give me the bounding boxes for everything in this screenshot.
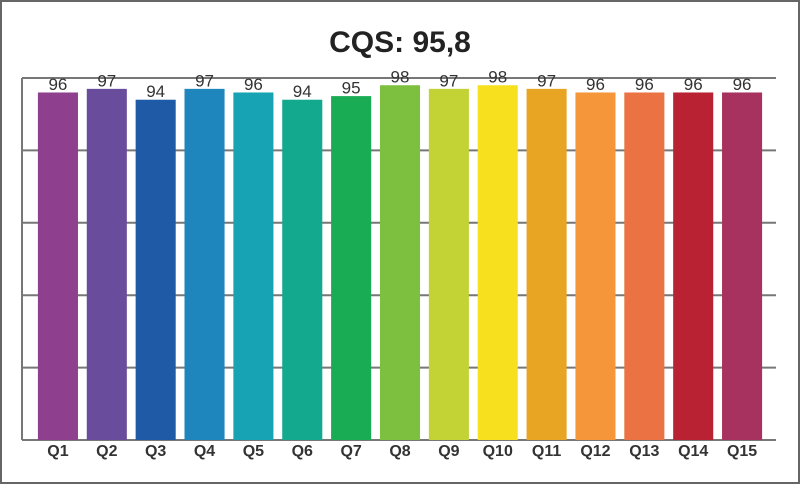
value-label: 97 [195,71,214,90]
chart-title: CQS: 95,8 [329,26,471,59]
bar [575,92,616,440]
bar [673,92,714,440]
x-tick-label: Q7 [340,443,361,460]
x-tick-label: Q3 [145,443,166,460]
bar [282,99,323,440]
value-label: 98 [488,68,507,87]
bar [135,99,176,440]
x-tick-label: Q15 [727,443,757,460]
x-tick-label: Q13 [629,443,659,460]
x-tick-label: Q5 [243,443,264,460]
x-tick-label: Q11 [532,443,561,460]
bar [184,88,225,441]
value-label: 94 [146,82,165,101]
value-label: 96 [684,75,703,94]
x-tick-label: Q1 [47,443,68,460]
x-tick-label: Q10 [483,443,513,460]
bar [722,92,763,440]
bar [624,92,665,440]
value-label: 97 [439,71,458,90]
x-tick-label: Q8 [389,443,410,460]
value-label: 97 [97,71,116,90]
x-tick-label: Q14 [678,443,708,460]
value-label: 95 [342,79,361,98]
x-tick-label: Q12 [580,443,610,460]
value-label: 96 [244,75,263,94]
bar [428,88,469,441]
value-label: 97 [537,71,556,90]
x-tick-label: Q6 [292,443,313,460]
value-label: 96 [48,75,67,94]
x-tick-label: Q4 [194,443,215,460]
bar [233,92,274,440]
value-label: 96 [586,75,605,94]
x-tick-label: Q2 [96,443,117,460]
value-label: 98 [391,68,410,87]
value-label: 96 [733,75,752,94]
value-label: 94 [293,82,312,101]
bar [37,92,78,440]
bar [477,85,518,441]
x-tick-label: Q9 [438,443,459,460]
bar [526,88,567,441]
bar [379,85,421,441]
bar [86,88,127,441]
value-label: 96 [635,75,654,94]
bar [331,96,372,440]
